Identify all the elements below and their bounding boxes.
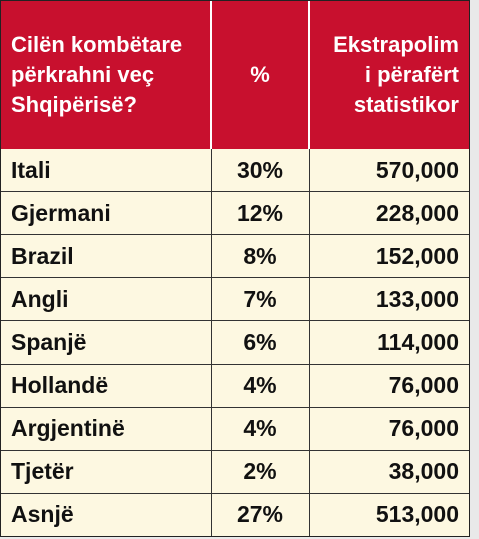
country-cell: Spanjë (1, 320, 212, 365)
estimate-cell: 76,000 (309, 406, 469, 451)
header-text: % (250, 62, 270, 87)
table-row: Argjentinë 4% 76,000 (1, 406, 469, 451)
header-row: Cilën kombëtare përkrahni veç Shqipërisë?%… (1, 1, 469, 149)
country-cell: Angli (1, 277, 212, 321)
header-cell: % (211, 1, 310, 149)
header-text: përkrahni veç (11, 62, 155, 87)
percent-cell: 8% (211, 234, 310, 278)
header-cell: Cilën kombëtare përkrahni veç Shqipërisë? (1, 1, 212, 149)
percent-cell: 7% (211, 277, 310, 321)
percent-cell: 27% (211, 492, 310, 536)
table-frame: Cilën kombëtare përkrahni veç Shqipërisë?%… (0, 0, 470, 537)
table-row: Spanjë 6% 114,000 (1, 320, 469, 365)
estimate-cell: 228,000 (309, 191, 469, 235)
header-text: Ekstrapolim (333, 32, 459, 57)
estimate-cell: 133,000 (309, 277, 469, 321)
country-cell: Hollandë (1, 363, 212, 408)
country-cell: Asnjë (1, 492, 212, 536)
country-cell: Gjermani (1, 191, 212, 235)
estimate-cell: 152,000 (309, 234, 469, 278)
table-row: Asnjë 27% 513,000 (1, 492, 469, 536)
header-text: i përafërt (364, 62, 459, 87)
table-row: Hollandë 4% 76,000 (1, 363, 469, 408)
table-row: Brazil 8% 152,000 (1, 234, 469, 278)
estimate-cell: 570,000 (375, 156, 459, 183)
table-row: Angli 7% 133,000 (1, 277, 469, 321)
estimate-cell: 513,000 (309, 492, 469, 536)
percent-cell: 4% (211, 363, 310, 408)
header-text: Cilën kombëtare (11, 32, 183, 57)
header-text: statistikor (353, 92, 459, 117)
country-cell: Tjetër (1, 449, 212, 494)
estimate-cell: 38,000 (309, 449, 469, 494)
percent-cell: 12% (211, 191, 310, 235)
table-body: Itali 30% 570,000 Gjermani 12% 228,000 Brazil 8… (1, 149, 469, 536)
country-cell: Argjentinë (1, 406, 212, 451)
table: Cilën kombëtare përkrahni veç Shqipërisë?%… (1, 1, 469, 536)
country-cell: Brazil (1, 234, 212, 278)
percent-cell: 2% (211, 449, 310, 494)
table-row: Tjetër 2% 38,000 (1, 449, 469, 494)
header-cell: Ekstrapolim i përafërt statistikor (309, 1, 469, 149)
estimate-cell: 76,000 (309, 363, 469, 408)
header-text: Shqipërisë? (11, 92, 137, 117)
table-row: Gjermani 12% 228,000 (1, 191, 469, 235)
estimate-cell: 114,000 (309, 320, 469, 365)
percent-cell: 30% (211, 149, 310, 192)
percent-cell: 4% (211, 406, 310, 451)
country-cell: Itali (1, 149, 212, 192)
table-row: Itali 30% 570,000 (1, 149, 469, 192)
percent-cell: 6% (211, 320, 310, 365)
